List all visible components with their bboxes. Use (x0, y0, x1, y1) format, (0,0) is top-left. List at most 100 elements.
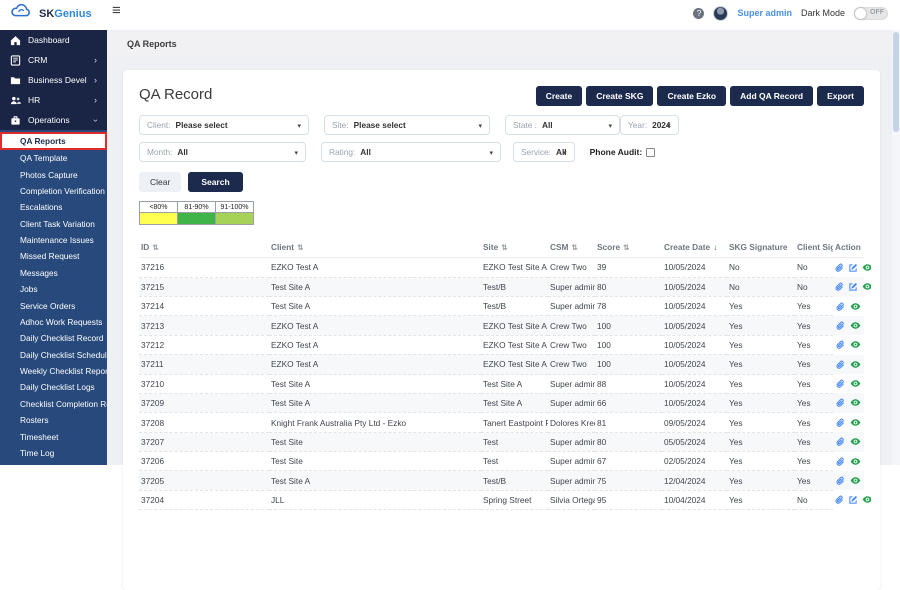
view-icon[interactable] (862, 494, 871, 505)
action-button[interactable]: Add QA Record (730, 86, 814, 106)
cell-skg-signature: Yes (727, 315, 795, 336)
action-button[interactable]: Create (535, 86, 583, 106)
edit-icon[interactable] (848, 494, 858, 505)
attach-icon[interactable] (835, 339, 846, 350)
attach-icon[interactable] (835, 436, 846, 447)
avatar[interactable] (713, 5, 729, 21)
filter-select[interactable]: Service: All (513, 142, 575, 162)
column-header[interactable]: Action (833, 237, 864, 258)
attach-icon[interactable] (835, 417, 846, 428)
sidebar-subitem[interactable]: Escalations (0, 199, 107, 215)
view-icon[interactable] (862, 262, 871, 273)
sidebar-subitem[interactable]: Time Log (0, 445, 107, 461)
attach-icon[interactable] (835, 475, 846, 486)
column-header[interactable]: SKG Signature (727, 237, 795, 258)
sidebar-subitem[interactable]: QA Template (0, 150, 107, 166)
filter-select[interactable]: Month: All (139, 142, 306, 162)
sidebar-subitem[interactable]: Checklist Completion Report (0, 396, 107, 412)
sidebar-subitem[interactable]: Jobs (0, 281, 107, 297)
sort-icon[interactable] (571, 243, 577, 252)
action-button[interactable]: Create Ezko (657, 86, 727, 106)
dark-mode-label: Dark Mode (800, 8, 845, 18)
filter-select[interactable]: State : All (505, 115, 620, 135)
view-icon[interactable] (850, 378, 861, 389)
help-icon[interactable]: ? (693, 7, 705, 19)
view-icon[interactable] (850, 397, 861, 408)
filter-select[interactable]: Site: Please select (324, 115, 490, 135)
attach-icon[interactable] (835, 397, 846, 408)
sidebar-subitem[interactable]: Missed Request (0, 248, 107, 264)
sidebar-item-dashboard[interactable]: Dashboard (0, 30, 107, 50)
cell-create-date: 05/05/2024 (662, 432, 727, 453)
sidebar-subitem[interactable]: Completion Verification (0, 183, 107, 199)
filter-label: Client: (147, 120, 171, 130)
sidebar-item-hr[interactable]: HR (0, 90, 107, 110)
column-header[interactable]: Create Date (662, 237, 727, 258)
view-icon[interactable] (850, 301, 861, 312)
view-icon[interactable] (850, 475, 861, 486)
sidebar-subitem[interactable]: Daily Checklist Schedule (0, 347, 107, 363)
scrollbar-thumb[interactable] (893, 32, 899, 132)
column-header[interactable]: Client (269, 237, 481, 258)
view-icon[interactable] (862, 281, 871, 292)
sidebar-subitem[interactable]: Weekly Checklist Report (0, 363, 107, 379)
sidebar-subitem[interactable]: Rosters (0, 412, 107, 428)
sidebar-item-crm[interactable]: CRM (0, 50, 107, 70)
attach-icon[interactable] (835, 378, 846, 389)
column-header-label: ID (141, 242, 150, 252)
sidebar-subitem[interactable]: QA Reports (0, 132, 107, 150)
edit-icon[interactable] (848, 262, 858, 273)
hamburger-menu-icon[interactable]: ≡ (112, 2, 121, 19)
phone-audit-checkbox[interactable] (646, 147, 656, 157)
column-header[interactable]: Site (481, 237, 548, 258)
dark-mode-toggle[interactable]: OFF (854, 6, 888, 20)
attach-icon[interactable] (835, 359, 846, 370)
action-button[interactable]: Create SKG (586, 86, 654, 106)
column-header[interactable]: ID (139, 237, 269, 258)
sidebar-subitem[interactable]: Messages (0, 265, 107, 281)
view-icon[interactable] (850, 456, 861, 467)
attach-icon[interactable] (835, 262, 844, 273)
filter-value: 2024 (652, 120, 671, 130)
sort-icon[interactable] (152, 243, 158, 252)
sort-icon[interactable] (297, 243, 303, 252)
user-name[interactable]: Super admin (737, 8, 792, 18)
attach-icon[interactable] (835, 281, 844, 292)
sidebar-subitem[interactable]: Daily Checklist Logs (0, 379, 107, 395)
sidebar-subitem[interactable]: Timesheet Approval (0, 461, 107, 465)
sidebar-item-operations[interactable]: Operations (0, 110, 107, 130)
sort-icon[interactable] (713, 243, 717, 252)
attach-icon[interactable] (835, 494, 844, 505)
toggle-knob[interactable] (855, 7, 866, 19)
cell-site: Test Site A (481, 393, 548, 414)
edit-icon[interactable] (848, 281, 858, 292)
sidebar-subitem[interactable]: Client Task Variation (0, 216, 107, 232)
view-icon[interactable] (850, 436, 861, 447)
brand-logo[interactable]: SK Genius (10, 3, 92, 24)
filter-select[interactable]: Rating: All (321, 142, 501, 162)
vertical-scrollbar[interactable] (892, 30, 900, 465)
filter-select[interactable]: Year: 2024 (620, 115, 679, 135)
column-header[interactable]: Score (595, 237, 662, 258)
filter-select[interactable]: Client: Please select (139, 115, 309, 135)
attach-icon[interactable] (835, 301, 846, 312)
sidebar-subitem[interactable]: Timesheet (0, 428, 107, 444)
sidebar-item-business-development[interactable]: Business Development (0, 70, 107, 90)
sidebar-subitem[interactable]: Maintenance Issues (0, 232, 107, 248)
sidebar-subitem[interactable]: Daily Checklist Record (0, 330, 107, 346)
column-header[interactable]: Client Signature (795, 237, 833, 258)
search-button[interactable]: Search (188, 172, 243, 192)
clear-button[interactable]: Clear (139, 172, 182, 192)
sidebar-subitem[interactable]: Photos Capture (0, 166, 107, 182)
sort-icon[interactable] (501, 243, 507, 252)
column-header[interactable]: CSM (548, 237, 595, 258)
sort-icon[interactable] (623, 243, 629, 252)
view-icon[interactable] (850, 320, 861, 331)
sidebar-subitem[interactable]: Service Orders (0, 297, 107, 313)
attach-icon[interactable] (835, 320, 846, 331)
view-icon[interactable] (850, 417, 861, 428)
view-icon[interactable] (850, 339, 861, 350)
action-button[interactable]: Export (817, 86, 864, 106)
sidebar-subitem[interactable]: Adhoc Work Requests (0, 314, 107, 330)
view-icon[interactable] (850, 359, 861, 370)
